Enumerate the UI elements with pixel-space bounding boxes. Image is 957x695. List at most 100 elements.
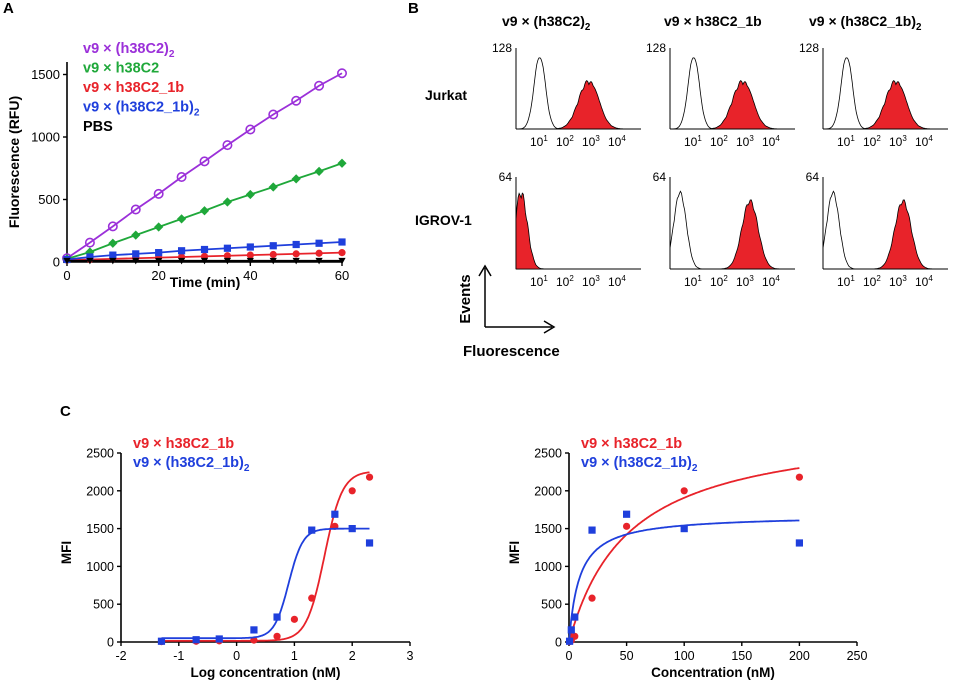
data-point xyxy=(588,526,596,534)
data-point xyxy=(84,237,95,248)
data-point xyxy=(680,525,688,533)
legend-entry-0: v9 × h38C2_1b xyxy=(133,436,234,452)
y-tick-label: 1500 xyxy=(31,67,60,82)
chart-c-right: 0 50 100 150 200 25005001000150020002500Conce… xyxy=(507,436,867,680)
hist-xtick-label: 104 xyxy=(608,274,626,289)
column-title-0: v9 × (h38C2)2 xyxy=(502,13,591,33)
data-point xyxy=(588,594,596,602)
chart-a: 0 20 40 60 0 500 1000 1500 Time (min) Fluorescenc… xyxy=(6,41,349,290)
data-point xyxy=(86,253,94,261)
data-point xyxy=(571,613,579,621)
fit-curve-0 xyxy=(161,471,370,642)
data-point xyxy=(132,250,140,258)
hist-xtick-label: 104 xyxy=(762,274,780,289)
data-point xyxy=(154,222,164,232)
data-point xyxy=(338,249,346,257)
data-point xyxy=(109,257,117,265)
hist-xtick-exponent: 4 xyxy=(775,134,780,143)
fluorescence-arrowhead xyxy=(543,320,556,334)
histogram-stained xyxy=(515,192,641,270)
data-point xyxy=(680,487,688,495)
data-point xyxy=(348,487,356,495)
data-point xyxy=(314,166,324,176)
data-point xyxy=(331,510,339,518)
fluorescence-label: Fluorescence xyxy=(463,343,560,360)
hist-xtick-label: 101 xyxy=(684,134,702,149)
y-tick-label: 1500 xyxy=(534,522,562,536)
hist-ymax-label: 64 xyxy=(806,170,820,184)
hist-ymax-label: 64 xyxy=(499,170,513,184)
data-point xyxy=(336,68,347,79)
legend-entry-1: v9 × (h38C2_1b)2 xyxy=(133,455,250,474)
events-label: Events xyxy=(457,274,474,323)
data-point xyxy=(222,197,233,207)
legend-entry-2: v9 × h38C2_1b xyxy=(83,80,184,96)
hist-xtick-exponent: 4 xyxy=(928,274,933,283)
row-label-jurkat: Jurkat xyxy=(425,87,467,103)
data-point xyxy=(132,257,140,265)
y-tick-label: 1000 xyxy=(31,130,60,145)
data-point xyxy=(315,257,323,265)
data-point xyxy=(245,189,255,200)
data-point xyxy=(130,204,141,215)
hist-xtick-exponent: 1 xyxy=(850,274,855,283)
data-point xyxy=(365,539,374,547)
hist-xtick-label: 102 xyxy=(556,274,574,289)
chart-c-left: -2 -1 0 1 2 3 0 500 1000 1500 2000 2500 Log concentr… xyxy=(59,436,414,680)
hist-xtick-label: 102 xyxy=(710,274,728,289)
hist-xtick-exponent: 1 xyxy=(543,274,548,283)
hist-xtick-exponent: 2 xyxy=(876,274,881,283)
column-title-0-subscript: 2 xyxy=(585,22,591,33)
data-point xyxy=(223,257,232,265)
y-tick-label: 500 xyxy=(93,598,114,612)
histogram-stained xyxy=(670,80,795,130)
y-tick-label: 2500 xyxy=(534,447,562,461)
data-point xyxy=(291,174,301,184)
events-arrowhead xyxy=(478,264,492,277)
y-tick-label: 2500 xyxy=(86,447,114,461)
hist-ymax-label: 128 xyxy=(492,41,512,55)
hist-xtick-label: 103 xyxy=(582,274,600,289)
hist-xtick-exponent: 1 xyxy=(697,274,702,283)
histogram-control xyxy=(516,57,641,130)
histogram-stained xyxy=(823,199,948,270)
hist-xtick-exponent: 4 xyxy=(621,274,626,283)
data-point xyxy=(268,182,278,192)
y-tick-label: 0 xyxy=(53,255,60,270)
data-point xyxy=(273,613,281,621)
histogram-stained xyxy=(823,80,948,130)
fit-curve-1 xyxy=(568,519,800,643)
panel-label-c: C xyxy=(60,403,71,420)
data-point xyxy=(315,249,323,257)
data-point xyxy=(63,257,71,265)
x-axis-title: Log concentration (nM) xyxy=(191,665,341,680)
x-tick-label: 100 xyxy=(674,649,695,663)
hist-xtick-exponent: 2 xyxy=(569,274,574,283)
x-tick-label: 0 xyxy=(566,649,573,663)
histogram-control xyxy=(823,57,948,130)
column-title-1: v9 × h38C2_1b xyxy=(664,13,762,29)
legend-entry-0: v9 × (h38C2)2 xyxy=(83,41,175,60)
data-point xyxy=(192,636,200,644)
x-tick-label: 0 xyxy=(233,649,240,663)
hist-xtick-label: 101 xyxy=(530,274,548,289)
x-tick-label: 200 xyxy=(789,649,810,663)
data-point xyxy=(315,239,323,247)
data-point xyxy=(565,637,574,645)
hist-xtick-exponent: 2 xyxy=(723,134,728,143)
y-tick-label: 0 xyxy=(107,636,114,650)
data-point xyxy=(291,95,302,106)
legend-entry-1: v9 × (h38C2_1b)2 xyxy=(581,455,698,474)
data-point xyxy=(109,251,117,259)
hist-xtick-label: 102 xyxy=(863,134,881,149)
x-tick-label: 20 xyxy=(151,268,165,283)
hist-ymax-label: 128 xyxy=(799,41,819,55)
y-axis-title: MFI xyxy=(507,541,522,564)
x-axis-title: Concentration (nM) xyxy=(651,665,775,680)
hist-xtick-exponent: 4 xyxy=(621,134,626,143)
hist-xtick-label: 103 xyxy=(582,134,600,149)
hist-xtick-exponent: 3 xyxy=(749,134,754,143)
y-tick-label: 2000 xyxy=(86,484,114,498)
data-point xyxy=(86,257,94,265)
y-tick-label: 500 xyxy=(38,192,60,207)
